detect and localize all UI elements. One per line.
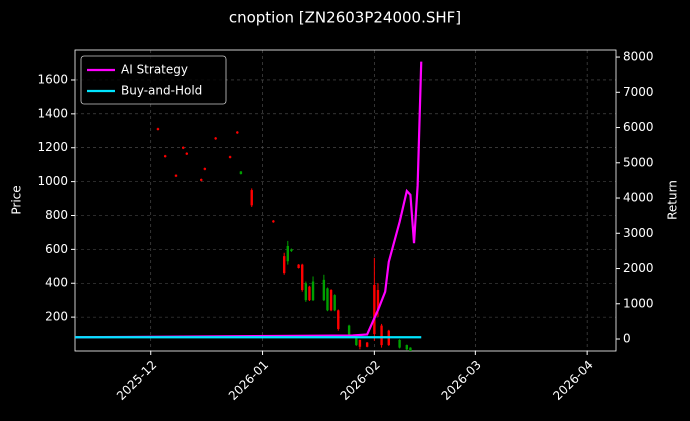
- y-tick-label: 1200: [37, 140, 68, 154]
- candle-body: [214, 137, 217, 140]
- y-tick-label: 600: [45, 242, 68, 256]
- y2-tick-label: 2000: [623, 261, 654, 275]
- plot-frame: [74, 49, 617, 352]
- y2-tick-label: 4000: [623, 191, 654, 205]
- legend-label: AI Strategy: [121, 63, 188, 77]
- candle-body: [398, 339, 401, 348]
- candle-body: [373, 284, 376, 335]
- x-tick-label: 2026-03: [439, 358, 484, 403]
- legend-box: [80, 55, 227, 105]
- candle-body: [347, 325, 351, 336]
- candle-body: [311, 281, 315, 301]
- candle-body: [228, 156, 232, 158]
- candle-body: [236, 131, 239, 134]
- candle-body: [297, 264, 300, 269]
- candle-body: [185, 152, 189, 155]
- x-tick-label: 2026-02: [338, 358, 383, 403]
- candle-body: [308, 286, 311, 301]
- x-tick-label: 2026-04: [550, 358, 595, 403]
- candle-body: [405, 345, 409, 350]
- y-tick-label: 1000: [37, 174, 68, 188]
- y-axis-label: Price: [10, 185, 24, 214]
- chart-title: cnoption [ZN2603P24000.SHF]: [229, 9, 461, 27]
- candle-body: [329, 290, 333, 311]
- candle-body: [272, 220, 275, 223]
- candle-body: [282, 256, 286, 274]
- y-tick-label: 1400: [37, 106, 68, 120]
- y2-tick-label: 7000: [623, 85, 654, 99]
- y2-tick-label: 1000: [623, 296, 654, 310]
- y2-tick-label: 8000: [623, 50, 654, 64]
- candle-body: [358, 339, 362, 347]
- candle-body: [290, 249, 293, 252]
- candle-body: [326, 288, 329, 311]
- y-tick-label: 800: [45, 208, 68, 222]
- candle-body: [333, 295, 336, 311]
- x-tick-label: 2025-12: [114, 358, 159, 403]
- candle-body: [301, 264, 304, 291]
- y-tick-label: 400: [45, 276, 68, 290]
- candle-body: [380, 325, 383, 346]
- candle-body: [239, 171, 243, 174]
- y2-tick-label: 0: [623, 332, 631, 346]
- candle-body: [174, 174, 178, 177]
- y2-tick-label: 5000: [623, 155, 654, 169]
- legend-label: Buy-and-Hold: [121, 84, 202, 98]
- candle-body: [203, 168, 207, 170]
- candle-body: [376, 290, 380, 311]
- y2-tick-label: 6000: [623, 120, 654, 134]
- candle-body: [304, 283, 308, 301]
- candle-body: [250, 190, 253, 206]
- candle-body: [200, 179, 203, 181]
- y-tick-label: 200: [45, 310, 68, 324]
- candle-body: [337, 310, 340, 329]
- candle-body: [286, 245, 289, 262]
- y2-tick-label: 3000: [623, 226, 654, 240]
- candle-body: [409, 347, 412, 351]
- candle-body: [182, 146, 185, 149]
- candle-body: [365, 342, 369, 347]
- y-tick-label: 1600: [37, 72, 68, 86]
- candle-body: [355, 338, 358, 346]
- series-line: [74, 61, 423, 339]
- y2-axis-label: Return: [666, 180, 680, 220]
- candle-body: [322, 279, 326, 301]
- candle-body: [163, 155, 167, 158]
- candle-body: [156, 128, 160, 130]
- x-tick-label: 2026-01: [226, 358, 271, 403]
